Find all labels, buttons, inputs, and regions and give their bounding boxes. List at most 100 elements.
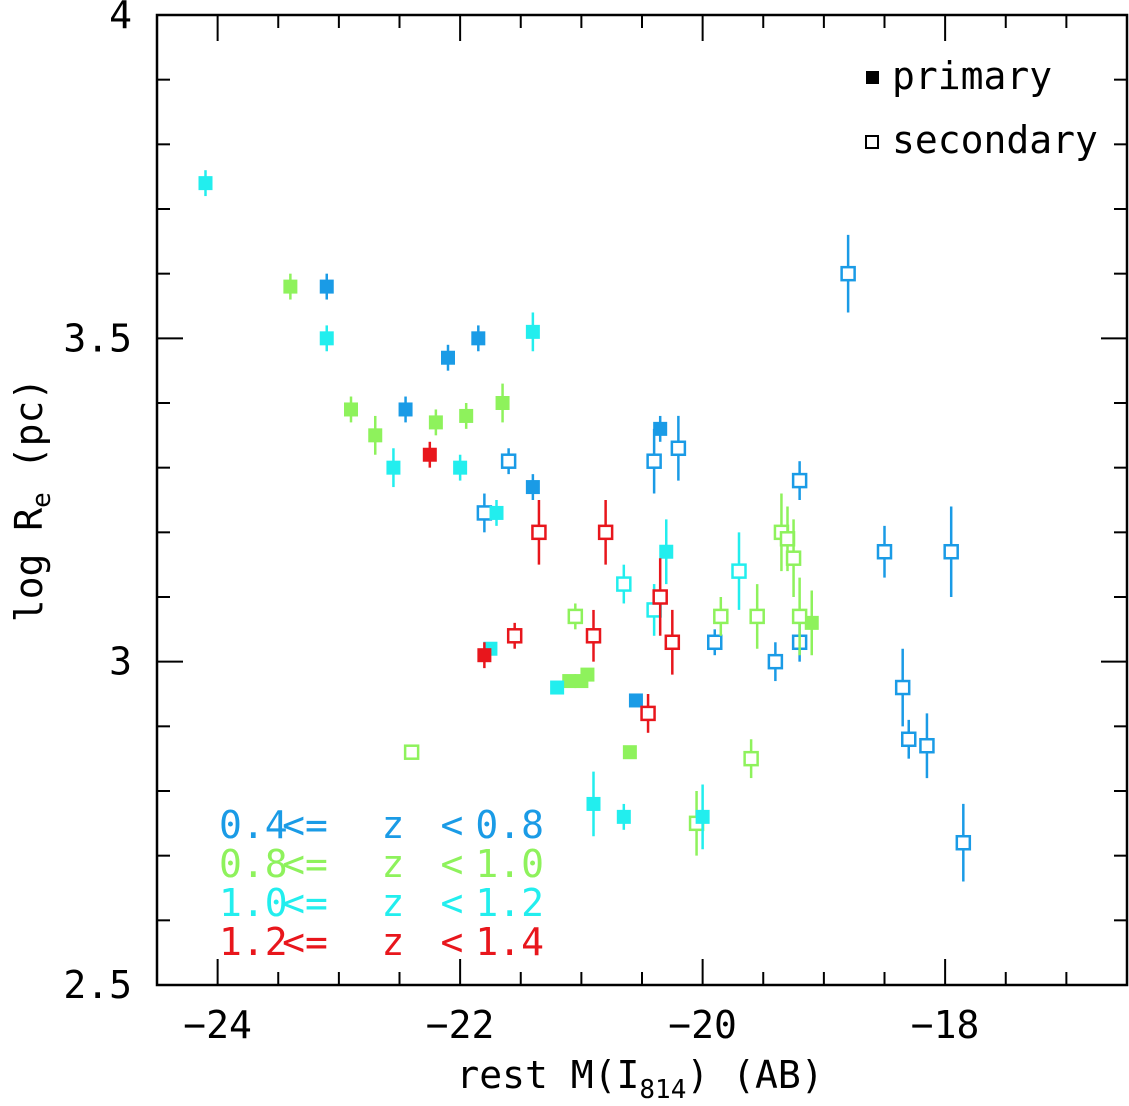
redshift-label-part: < bbox=[441, 842, 464, 886]
redshift-label-part: < bbox=[441, 803, 464, 847]
y-tick-label: 4 bbox=[109, 0, 132, 37]
primary-point bbox=[368, 428, 383, 443]
y-axis-title: log Re (pc) bbox=[7, 378, 57, 622]
secondary-point bbox=[597, 524, 614, 541]
secondary-point bbox=[403, 744, 420, 760]
redshift-label-part: 1.2 bbox=[475, 881, 544, 925]
tick-labels: −24 −22 −20 −18 2.5 3 3.5 4 bbox=[63, 0, 979, 1047]
secondary-point bbox=[840, 265, 856, 282]
legend: primary secondary bbox=[865, 54, 1098, 162]
secondary-point bbox=[785, 550, 802, 566]
primary-point bbox=[441, 350, 455, 365]
primary-point bbox=[628, 693, 643, 708]
primary-point bbox=[586, 796, 601, 811]
redshift-label-part: 1.4 bbox=[475, 920, 544, 964]
primary-point bbox=[550, 680, 565, 695]
redshift-label-part: z bbox=[382, 803, 405, 847]
secondary-point bbox=[531, 524, 547, 541]
redshift-label-part: <= bbox=[282, 920, 328, 964]
primary-point bbox=[616, 809, 631, 824]
secondary-point bbox=[616, 576, 632, 592]
secondary-point bbox=[506, 628, 523, 644]
x-axis-title: rest M(I814) (AB) bbox=[456, 1053, 823, 1105]
primary-point bbox=[804, 615, 819, 630]
primary-point bbox=[198, 176, 213, 191]
primary-point bbox=[489, 505, 504, 520]
primary-point bbox=[653, 421, 668, 436]
primary-point bbox=[525, 480, 540, 495]
legend-label-secondary: secondary bbox=[892, 118, 1098, 162]
plot-frame bbox=[155, 13, 1129, 987]
secondary-point bbox=[894, 679, 911, 696]
x-tick-label: −24 bbox=[183, 1003, 252, 1047]
secondary-point bbox=[943, 543, 959, 560]
secondary-point bbox=[955, 834, 972, 851]
x-tick-label: −18 bbox=[911, 1003, 980, 1047]
x-tick-label: −22 bbox=[426, 1003, 495, 1047]
redshift-label-part: < bbox=[441, 881, 464, 925]
secondary-point bbox=[646, 602, 662, 618]
data-points bbox=[198, 170, 972, 882]
secondary-point bbox=[585, 628, 602, 644]
primary-point bbox=[319, 279, 334, 294]
y-tick-label: 3.5 bbox=[63, 316, 132, 360]
redshift-label-part: <= bbox=[282, 842, 328, 886]
secondary-point bbox=[713, 608, 729, 625]
secondary-point bbox=[767, 653, 784, 670]
primary-point bbox=[283, 279, 298, 294]
secondary-point bbox=[731, 563, 747, 579]
secondary-point bbox=[749, 608, 765, 625]
redshift-label-part: 0.8 bbox=[219, 842, 288, 886]
secondary-point bbox=[567, 608, 584, 625]
primary-point bbox=[398, 402, 413, 417]
redshift-label-part: <= bbox=[282, 881, 328, 925]
primary-point bbox=[477, 648, 492, 663]
legend-label-primary: primary bbox=[892, 54, 1052, 98]
primary-point bbox=[422, 447, 437, 462]
secondary-point bbox=[652, 589, 668, 605]
secondary-point bbox=[791, 608, 808, 625]
y-tick-label: 2.5 bbox=[63, 963, 132, 1007]
primary-point bbox=[428, 415, 443, 430]
redshift-label-part: 0.4 bbox=[219, 803, 288, 847]
redshift-label-part: z bbox=[382, 920, 405, 964]
redshift-label-part: <= bbox=[282, 803, 328, 847]
legend-marker-primary bbox=[866, 71, 879, 84]
x-tick-label: −20 bbox=[668, 1003, 737, 1047]
primary-point bbox=[386, 460, 401, 475]
secondary-point bbox=[876, 543, 893, 560]
secondary-point bbox=[664, 634, 681, 651]
secondary-point bbox=[640, 705, 656, 722]
secondary-point bbox=[670, 440, 687, 457]
secondary-point bbox=[646, 453, 662, 469]
primary-point bbox=[459, 408, 474, 423]
secondary-point bbox=[707, 634, 723, 651]
primary-point bbox=[562, 674, 577, 689]
redshift-label-part: z bbox=[382, 881, 405, 925]
primary-point bbox=[695, 809, 710, 824]
secondary-point bbox=[743, 750, 759, 767]
secondary-point bbox=[919, 737, 935, 754]
redshift-legend: 0.4<= z <0.80.8<= z <1.01.0<= z <1.21.2<= z <1.4 bbox=[219, 803, 544, 964]
primary-point bbox=[471, 331, 486, 346]
secondary-point bbox=[779, 531, 796, 547]
primary-point bbox=[453, 460, 468, 475]
y-tick-label: 3 bbox=[109, 640, 132, 684]
primary-point bbox=[580, 667, 595, 682]
legend-marker-secondary bbox=[865, 135, 879, 149]
primary-point bbox=[319, 331, 334, 346]
primary-point bbox=[344, 402, 358, 417]
redshift-label-part: 1.0 bbox=[475, 842, 544, 886]
primary-point bbox=[659, 544, 674, 559]
primary-point bbox=[622, 745, 637, 760]
redshift-label-part: 0.8 bbox=[475, 803, 544, 847]
redshift-label-part: 1.0 bbox=[219, 881, 288, 925]
primary-point bbox=[525, 324, 540, 339]
axis-ticks bbox=[156, 14, 1128, 986]
secondary-point bbox=[791, 472, 808, 489]
secondary-point bbox=[476, 505, 493, 521]
redshift-label-part: < bbox=[441, 920, 464, 964]
secondary-point bbox=[500, 453, 517, 469]
